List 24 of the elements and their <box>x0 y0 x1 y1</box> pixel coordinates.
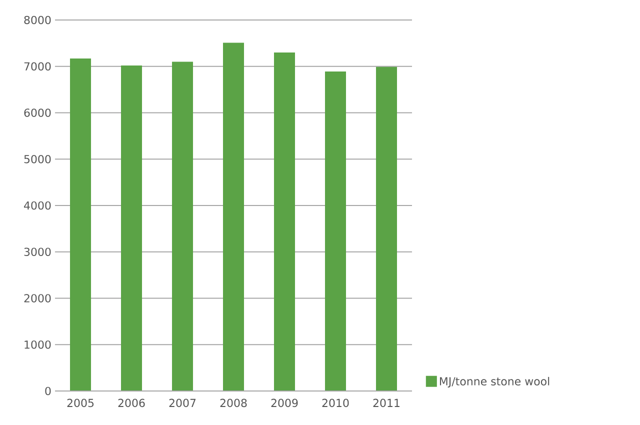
x-tick-label: 2009 <box>271 398 298 408</box>
y-tick-label: 7000 <box>24 62 51 71</box>
y-tick-label: 5000 <box>24 154 51 164</box>
bar <box>223 42 244 391</box>
x-tick-label: 2007 <box>169 398 196 408</box>
y-tick-label: 6000 <box>24 108 51 117</box>
y-tick-label: 8000 <box>24 16 51 24</box>
y-tick-label: 0 <box>45 386 51 396</box>
y-tick-label: 4000 <box>24 201 51 210</box>
bar <box>172 62 194 391</box>
y-tick-label: 3000 <box>24 248 51 256</box>
bar <box>325 71 346 391</box>
bar <box>376 66 397 391</box>
bar <box>121 65 142 391</box>
x-tick-label: 2011 <box>373 398 400 408</box>
x-tick-label: 2010 <box>322 398 349 408</box>
bar <box>70 58 92 391</box>
bar <box>274 52 295 391</box>
x-tick-label: 2005 <box>67 398 94 408</box>
y-tick-label: 2000 <box>24 294 51 302</box>
y-tick-label: 1000 <box>24 340 51 349</box>
x-tick-label: 2008 <box>220 398 247 408</box>
legend-label: MJ/tonne stone wool <box>440 376 550 388</box>
x-tick-label: 2006 <box>118 398 145 408</box>
